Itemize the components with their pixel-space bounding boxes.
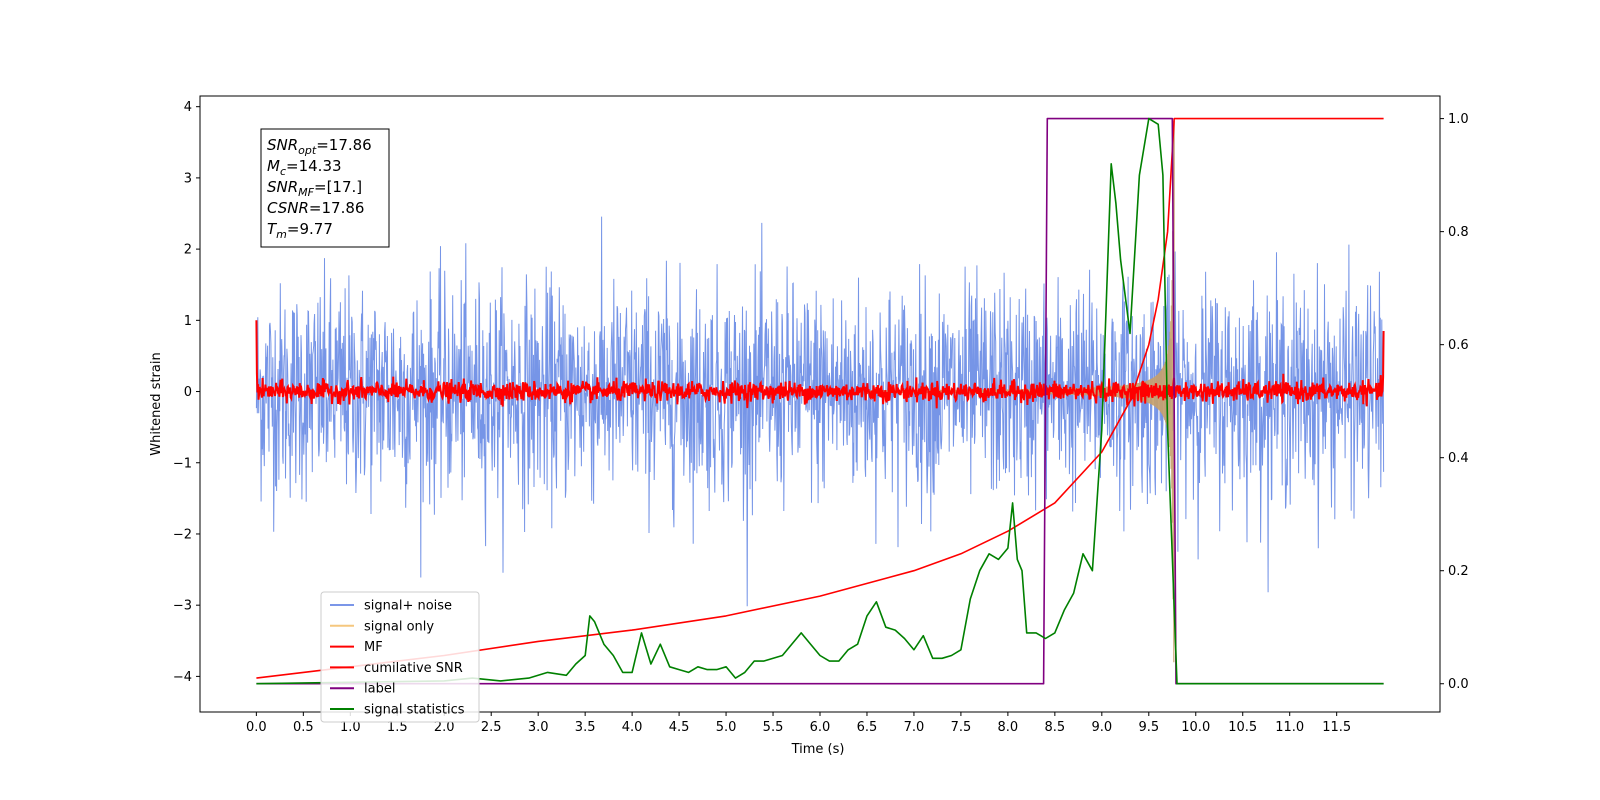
x-tick-label: 11.0 [1275, 720, 1304, 735]
x-tick-label: 4.0 [622, 720, 643, 735]
stats-line-mc: Mc=14.33 [267, 157, 342, 178]
stats-line-tm: Tm=9.77 [267, 220, 333, 241]
x-axis-label: Time (s) [791, 742, 845, 757]
series-signal-statistics [256, 117, 1384, 685]
x-tick-label: 6.0 [810, 720, 831, 735]
y-right-tick-label: 0.0 [1448, 677, 1469, 692]
x-axis: 0.0 0.5 1.0 1.5 2.0 2.5 3.0 3.5 4.0 4.5 5.0 5.5 6.0 6… [246, 712, 1351, 735]
x-tick-label: 10.0 [1181, 720, 1210, 735]
y-right-tick-label: 0.8 [1448, 225, 1469, 240]
stats-line-snr-opt: SNRopt=17.86 [267, 136, 372, 157]
x-tick-label: 9.5 [1138, 720, 1159, 735]
x-tick-label: 2.5 [481, 720, 502, 735]
legend: signal+ noise signal only MF cumilative SNR… [320, 591, 480, 723]
x-tick-label: 7.5 [951, 720, 972, 735]
stats-box-frame [260, 128, 390, 248]
x-tick-label: 1.5 [387, 720, 408, 735]
x-tick-label: 3.5 [575, 720, 596, 735]
series-mf [255, 320, 1385, 409]
y-left-tick-label: −2 [173, 527, 192, 542]
x-tick-label: 9.0 [1091, 720, 1112, 735]
y-right-tick-label: 0.2 [1448, 564, 1469, 579]
x-tick-label: 5.5 [763, 720, 784, 735]
x-tick-label: 0.0 [246, 720, 267, 735]
legend-label: MF [364, 640, 383, 655]
x-tick-label: 5.0 [716, 720, 737, 735]
y-axis-label: Whitened strain [149, 352, 164, 455]
y-left-tick-label: −3 [173, 599, 192, 614]
legend-frame [320, 591, 480, 723]
y-axis-right: 1.0 0.8 0.6 0.4 0.2 0.0 [1440, 112, 1469, 692]
x-tick-label: 1.0 [340, 720, 361, 735]
stats-line-csnr: CSNR=17.86 [267, 199, 364, 217]
y-left-tick-label: −1 [173, 456, 192, 471]
stats-box: SNRopt=17.86Mc=14.33SNRMF=[17.]CSNR=17.8… [260, 128, 390, 248]
y-left-tick-label: −4 [173, 670, 192, 685]
series-signal-plus-noise [255, 216, 1385, 607]
legend-label: signal+ noise [364, 599, 452, 614]
y-left-tick-label: 2 [184, 243, 192, 258]
x-tick-label: 7.0 [904, 720, 925, 735]
legend-label: label [364, 682, 395, 697]
x-tick-label: 11.5 [1322, 720, 1351, 735]
x-tick-label: 8.0 [998, 720, 1019, 735]
y-right-tick-label: 1.0 [1448, 112, 1469, 127]
x-tick-label: 6.5 [857, 720, 878, 735]
x-tick-label: 8.5 [1045, 720, 1066, 735]
x-tick-label: 0.5 [293, 720, 314, 735]
x-tick-label: 10.5 [1228, 720, 1257, 735]
y-left-tick-label: 0 [184, 385, 192, 400]
legend-label: signal only [364, 619, 434, 634]
y-right-tick-label: 0.4 [1448, 451, 1469, 466]
x-tick-label: 4.5 [669, 720, 690, 735]
stats-line-snr-mf: SNRMF=[17.] [267, 178, 362, 199]
y-left-tick-label: 3 [184, 171, 192, 186]
y-left-tick-label: 1 [184, 314, 192, 329]
y-axis-left: 4 3 2 1 0 −1 −2 −3 −4 [173, 100, 200, 685]
y-right-tick-label: 0.6 [1448, 338, 1469, 353]
x-tick-label: 2.0 [434, 720, 455, 735]
x-tick-label: 3.0 [528, 720, 549, 735]
y-left-tick-label: 4 [184, 100, 192, 115]
legend-label: signal statistics [364, 703, 465, 718]
legend-label: cumilative SNR [364, 661, 463, 676]
